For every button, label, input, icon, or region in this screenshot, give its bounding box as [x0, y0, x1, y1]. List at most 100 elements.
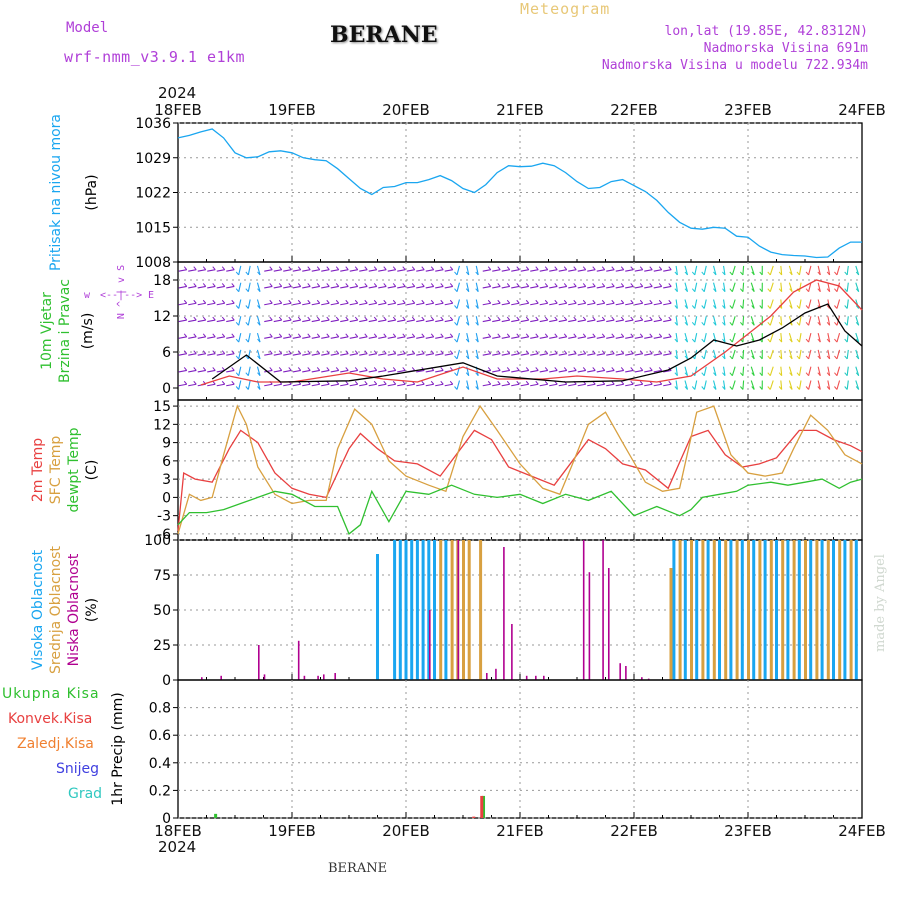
- wind-barb: [511, 269, 520, 272]
- wind-barb: [216, 302, 225, 306]
- y-tick-label: 18: [153, 273, 171, 289]
- wind-barb-tip: [454, 305, 458, 309]
- series-bar: [201, 677, 203, 680]
- wind-barb: [387, 383, 396, 387]
- series-bar: [429, 610, 431, 680]
- wind-barb-tip: [297, 350, 302, 354]
- wind-barb-tip: [212, 266, 216, 270]
- wind-barb-tip: [751, 386, 755, 390]
- wind-barb: [712, 316, 717, 326]
- wind-barb: [397, 302, 406, 306]
- wind-barb: [466, 265, 470, 276]
- wind-barb-tip: [278, 350, 283, 354]
- model-name: wrf-nmm_v3.9.1 e1km: [64, 48, 246, 66]
- wind-barb: [530, 336, 539, 339]
- wind-barb: [216, 336, 225, 339]
- wind-barb-tip: [630, 299, 634, 304]
- wind-barb-tip: [193, 350, 197, 354]
- wind-barb: [264, 269, 273, 272]
- wind-barb-tip: [701, 321, 705, 326]
- wind-barb-tip: [759, 355, 763, 360]
- wind-barb-tip: [202, 316, 207, 321]
- wind-barb-tip: [383, 299, 387, 304]
- y-tick-label: 9: [162, 436, 171, 452]
- wind-barb: [359, 353, 368, 356]
- wind-barb: [501, 336, 510, 339]
- wind-barb: [549, 353, 558, 356]
- wind-barb: [568, 285, 577, 289]
- wind-barb-tip: [834, 386, 838, 390]
- wind-barb: [587, 319, 596, 323]
- wind-barb-tip: [722, 321, 726, 326]
- series-bar: [214, 813, 218, 818]
- wind-barb-tip: [297, 316, 302, 321]
- wind-barb-tip: [844, 271, 848, 276]
- wind-barb-tip: [834, 338, 838, 343]
- wind-barb-tip: [402, 333, 406, 338]
- wind-barb-tip: [183, 350, 188, 354]
- series-bar: [854, 540, 858, 680]
- wind-barb-tip: [817, 372, 821, 377]
- series-line: [177, 128, 862, 259]
- wind-barb: [634, 353, 643, 356]
- wind-barb: [330, 336, 339, 339]
- wind-barb-tip: [601, 299, 606, 304]
- wind-barb: [723, 349, 726, 359]
- wind-barb-tip: [855, 372, 860, 377]
- wind-barb-tip: [639, 266, 644, 270]
- wind-barb: [368, 369, 377, 373]
- wind-barb-tip: [582, 367, 587, 371]
- wind-barb: [817, 265, 821, 276]
- wind-barb: [378, 336, 387, 339]
- wind-barb: [780, 380, 783, 390]
- wind-barb: [808, 380, 812, 390]
- series-bar: [297, 640, 300, 680]
- wind-barb-tip: [701, 271, 705, 276]
- wind-barb-tip: [269, 316, 273, 321]
- wind-barb-tip: [364, 283, 368, 287]
- wind-barb: [703, 265, 707, 276]
- wind-barb: [368, 285, 377, 289]
- panel-temperature: -6 -3 0 3 6 9 12 15 2m Temp SFC Temp dewpt Temp (C): [30, 399, 863, 543]
- wind-barb: [397, 319, 406, 323]
- wind-barb: [684, 299, 689, 309]
- wind-barb: [675, 316, 678, 326]
- wind-barb: [475, 299, 479, 309]
- wind-barb: [302, 369, 311, 373]
- wind-barb: [836, 366, 841, 376]
- wind-barb: [615, 369, 624, 373]
- wind-barb-tip: [767, 386, 771, 390]
- wind-barb-tip: [701, 288, 705, 293]
- series-bar: [525, 675, 528, 680]
- wind-barb: [226, 285, 235, 289]
- wind-barb-tip: [778, 355, 783, 360]
- wind-barb: [188, 302, 197, 306]
- wind-barb-tip: [639, 283, 644, 287]
- wind-barb-tip: [778, 321, 783, 326]
- series-bar: [781, 540, 785, 680]
- wind-barb-tip: [701, 372, 705, 377]
- wind-barb-tip: [506, 350, 511, 354]
- wind-barb: [684, 380, 689, 390]
- wind-barb: [723, 299, 726, 309]
- wind-barb: [836, 380, 841, 390]
- wind-barb: [475, 282, 479, 292]
- wind-barb: [416, 269, 425, 272]
- wind-barb-tip: [668, 316, 672, 321]
- wind-barb: [378, 369, 387, 373]
- wind-barb: [292, 269, 301, 272]
- wind-barb: [247, 332, 251, 343]
- wind-barb: [273, 302, 282, 306]
- wind-barb: [742, 282, 745, 292]
- station-title: BERANE: [330, 22, 438, 48]
- wind-barb-tip: [449, 266, 454, 270]
- wind-barb-tip: [701, 305, 705, 309]
- series-bar: [843, 540, 847, 680]
- wind-barb-tip: [506, 380, 511, 385]
- compass-arrow: <--|-->: [100, 290, 142, 301]
- wind-barb: [836, 282, 841, 292]
- wind-barb-tip: [316, 266, 321, 270]
- wind-barb-tip: [288, 350, 292, 354]
